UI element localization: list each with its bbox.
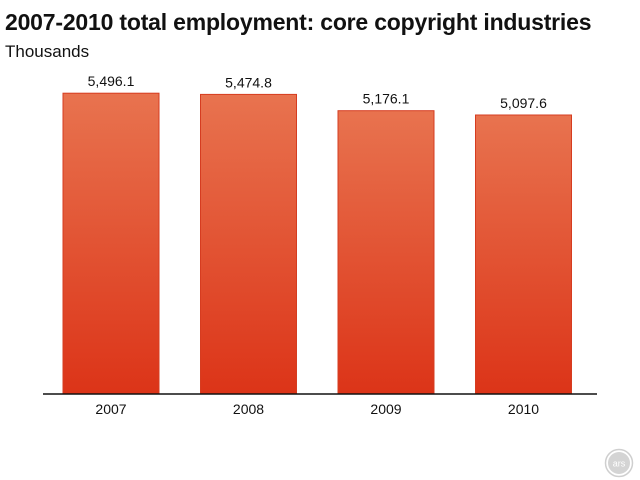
chart-title: 2007-2010 total employment: core copyrig…	[5, 9, 592, 35]
ars-logo: ars	[604, 448, 634, 478]
bar-2007	[62, 92, 160, 395]
value-labels-group: 5,496.1 5,474.8 5,176.1 5,097.6	[88, 73, 547, 111]
x-tick-label-2008: 2008	[233, 401, 264, 417]
x-tick-labels-group: 2007 2008 2009 2010	[95, 401, 539, 417]
value-label-2010: 5,097.6	[500, 95, 547, 111]
chart-subtitle: Thousands	[5, 42, 90, 61]
value-label-2007: 5,496.1	[88, 73, 135, 89]
x-tick-label-2007: 2007	[95, 401, 126, 417]
x-tick-label-2009: 2009	[370, 401, 401, 417]
bar-2009	[337, 110, 435, 395]
ars-logo-text: ars	[613, 459, 626, 469]
bars-group	[62, 92, 572, 395]
x-tick-label-2010: 2010	[508, 401, 539, 417]
value-label-2008: 5,474.8	[225, 74, 272, 90]
bar-2010	[475, 114, 572, 395]
value-label-2009: 5,176.1	[363, 91, 410, 107]
bar-2008	[200, 93, 297, 395]
